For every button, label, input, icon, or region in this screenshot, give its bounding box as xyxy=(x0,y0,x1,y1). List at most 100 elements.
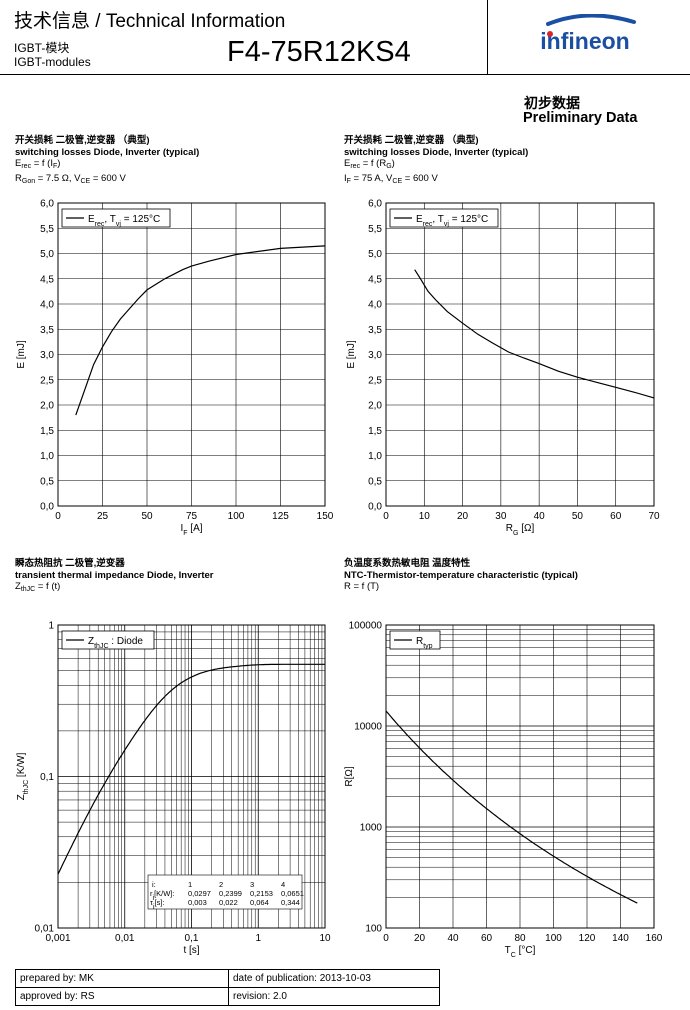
y-tick-label: 1000 xyxy=(360,823,383,834)
legend-sub: vj xyxy=(116,221,122,228)
x-tick-label: 50 xyxy=(572,511,584,522)
param-sym: τ xyxy=(150,898,153,907)
y-tick-label: 3,5 xyxy=(368,325,382,336)
y-tick-label: 0,5 xyxy=(40,476,54,487)
param-sub: i xyxy=(153,895,155,902)
legend-sub: vj xyxy=(444,221,450,228)
param-table-header: 2 xyxy=(219,880,223,889)
legend-tail: = 125°C xyxy=(121,214,160,225)
legend-box xyxy=(389,208,499,228)
revision: revision: 2.0 xyxy=(233,991,287,1002)
chart-erec-vs-rg: 0 10 20 30 40 50 60 70 0,0 0,5 1,0 1,5 2,0 2,5 3,0 3,5 4… xyxy=(346,199,660,537)
caption-chart1: 开关损耗 二极管,逆变器 （典型) switching losses Diode… xyxy=(15,135,199,187)
param-table-header: i: xyxy=(152,880,156,889)
x-tick-label: 0,001 xyxy=(45,933,70,944)
caption-formula: Erec = f (RG) xyxy=(344,158,395,170)
y-tick-label: 3,0 xyxy=(368,350,382,361)
x-axis-label: TC [°C] xyxy=(505,945,536,959)
y-tick-label: 0,1 xyxy=(40,772,54,783)
param-unit: [K/W]: xyxy=(154,889,174,898)
legend-tail: : Diode xyxy=(109,636,144,647)
param-table-row-label: τi[s]: xyxy=(150,898,165,911)
header-rule xyxy=(0,74,690,75)
y-tick-label: 2,0 xyxy=(368,401,382,412)
category-en: IGBT-modules xyxy=(14,55,91,69)
y-tick-label: 0,0 xyxy=(368,502,382,513)
logo-text: infineon xyxy=(540,28,629,54)
y-axis-label-sub: thJC xyxy=(23,780,30,794)
caption-cn: 开关损耗 二极管,逆变器 （典型) xyxy=(15,135,150,146)
param-table-cell: 0,003 xyxy=(188,898,207,907)
y-axis-label: E [mJ] xyxy=(16,340,27,369)
logo-arc xyxy=(546,14,636,26)
param-unit: [s]: xyxy=(155,898,165,907)
x-tick-label: 160 xyxy=(646,933,663,944)
caption-conditions: IF = 75 A, VCE = 600 V xyxy=(344,172,438,185)
y-tick-label: 100000 xyxy=(349,621,383,632)
legend-main: E xyxy=(416,214,423,225)
x-axis-label-main: R xyxy=(506,523,513,534)
x-tick-label: 40 xyxy=(534,511,546,522)
x-tick-label: 0 xyxy=(55,511,61,522)
x-tick-label: 0 xyxy=(383,511,389,522)
param-table-cell: 0,0651 xyxy=(281,889,304,898)
legend-label: ZthJC : Diode xyxy=(88,636,143,650)
y-axis-label: R[Ω] xyxy=(344,766,355,786)
caption-formula: R = f (T) xyxy=(344,581,380,592)
category-cn: IGBT-模块 xyxy=(14,41,70,55)
caption-formula: ZthJC = f (t) xyxy=(15,581,61,593)
caption-cn: 开关损耗 二极管,逆变器 （典型) xyxy=(344,135,479,146)
part-number: F4-75R12KS4 xyxy=(227,36,411,68)
caption-en: NTC-Thermistor-temperature characteristi… xyxy=(344,569,578,581)
x-tick-label: 60 xyxy=(481,933,493,944)
x-axis-label-main: T xyxy=(505,945,511,956)
x-tick-label: 125 xyxy=(272,511,289,522)
y-axis-label: E [mJ] xyxy=(346,340,357,369)
y-tick-label: 5,0 xyxy=(40,249,54,260)
series-line xyxy=(75,245,326,416)
param-table-header: 1 xyxy=(188,880,192,889)
param-table-cell: 0,2399 xyxy=(219,889,242,898)
y-tick-label: 0,0 xyxy=(40,502,54,513)
caption-en: switching losses Diode, Inverter (typica… xyxy=(344,146,529,158)
y-tick-label: 4,0 xyxy=(368,300,382,311)
x-tick-label: 0,01 xyxy=(115,933,135,944)
caption-cn: 瞬态热阻抗 二极管,逆变器 xyxy=(15,558,125,569)
series-line xyxy=(414,269,655,399)
legend-box xyxy=(389,630,441,650)
x-tick-label: 80 xyxy=(514,933,526,944)
x-tick-label: 100 xyxy=(545,933,562,944)
legend-label: Rtyp xyxy=(416,636,433,650)
header-divider xyxy=(487,0,488,74)
y-tick-label: 3,0 xyxy=(40,350,54,361)
x-tick-label: 140 xyxy=(612,933,629,944)
y-tick-label: 1,0 xyxy=(368,451,382,462)
y-axis-label: ZthJC [K/W] xyxy=(16,752,30,800)
footer-table: prepared by: MK date of publication: 201… xyxy=(15,969,440,1006)
x-tick-label: 0,1 xyxy=(185,933,199,944)
param-table-row-label: ri[K/W]: xyxy=(150,889,174,902)
y-axis-label-unit: [K/W] xyxy=(16,752,27,779)
y-tick-label: 2,5 xyxy=(40,375,54,386)
caption-chart3: 瞬态热阻抗 二极管,逆变器 transient thermal impedanc… xyxy=(15,558,214,596)
x-tick-label: 70 xyxy=(648,511,660,522)
x-tick-label: 0 xyxy=(383,933,389,944)
caption-en: switching losses Diode, Inverter (typica… xyxy=(15,146,200,158)
plot-frame xyxy=(57,624,326,929)
param-table-header: 3 xyxy=(250,880,254,889)
x-tick-label: 25 xyxy=(97,511,109,522)
x-axis-label: t [s] xyxy=(183,945,199,956)
legend-sub: typ xyxy=(423,643,432,650)
x-axis-label-sub: C xyxy=(511,952,516,959)
x-tick-label: 1 xyxy=(255,933,261,944)
caption-formula: Erec = f (IF) xyxy=(15,158,61,170)
caption-conditions: RGon = 7.5 Ω, VCE = 600 V xyxy=(15,172,126,185)
x-axis-label-unit: [A] xyxy=(188,523,203,534)
legend-mid: , T xyxy=(432,214,443,225)
param-table-cell: 0,022 xyxy=(219,898,238,907)
x-axis-label-sub: F xyxy=(183,530,187,537)
y-tick-label: 100 xyxy=(365,924,382,935)
y-tick-label: 6,0 xyxy=(40,199,54,210)
param-sym: r xyxy=(150,889,153,898)
